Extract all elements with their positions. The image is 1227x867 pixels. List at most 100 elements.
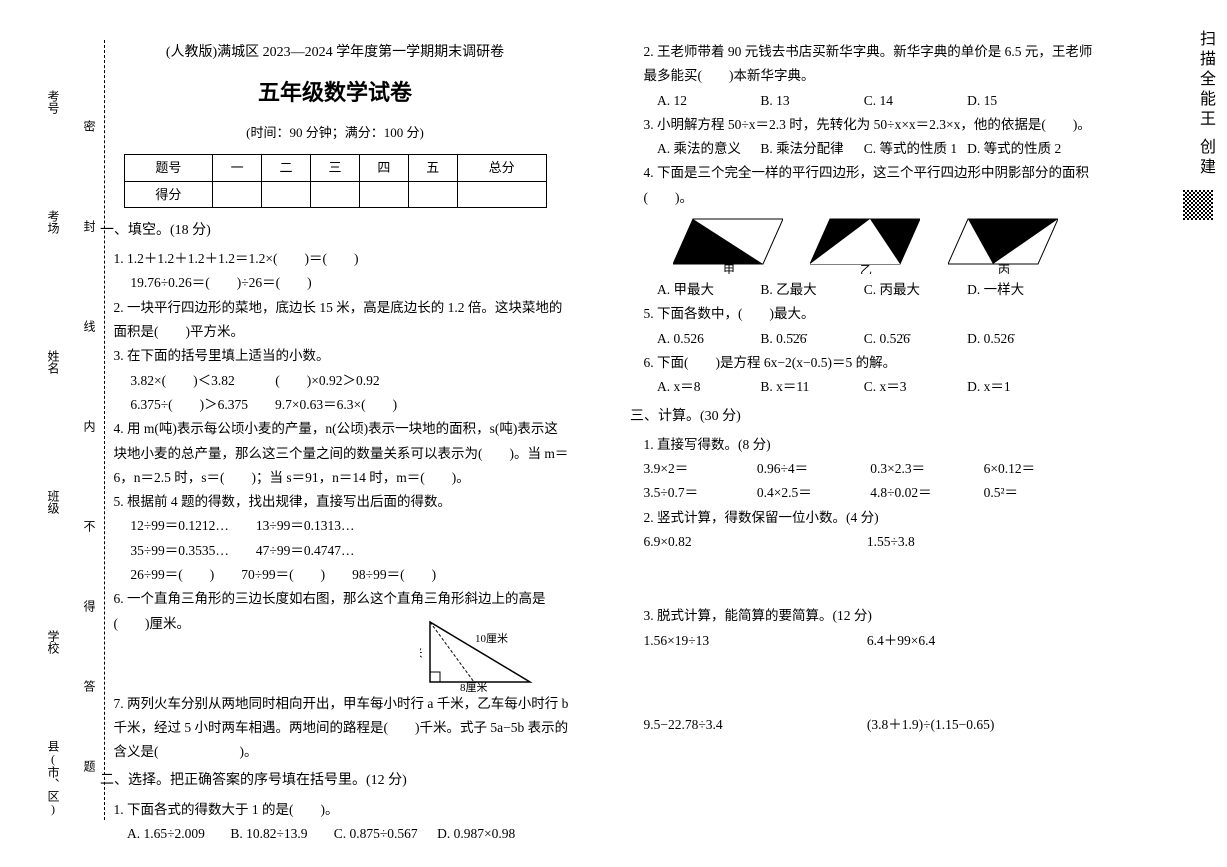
exam-caption: (人教版)满城区 2023—2024 学年度第一学期期末调研卷 — [100, 40, 570, 65]
hyp-label: 10厘米 — [475, 632, 508, 645]
calc-item: 1.55÷3.8 — [867, 530, 977, 554]
opt: A. 0.526 — [657, 327, 757, 351]
calc-item: 0.96÷4＝ — [757, 457, 867, 481]
watermark-text: 扫描全能王 创建 — [1193, 30, 1217, 178]
q1-5a: 12÷99＝0.1212… 13÷99＝0.1313… — [114, 514, 571, 538]
binding-label: 学校 — [45, 630, 62, 654]
score-header: 三 — [311, 155, 360, 181]
opt: D. 一样大 — [967, 278, 1067, 302]
q2-2-opts: A. 12 B. 13 C. 14 D. 15 — [657, 89, 1100, 113]
opt: A. 12 — [657, 89, 757, 113]
q2-1: 1. 下面各式的得数大于 1 的是( )。 — [114, 798, 571, 822]
calc-item: 4.8÷0.02＝ — [870, 481, 980, 505]
score-cell — [262, 181, 311, 207]
q2-3-opts: A. 乘法的意义 B. 乘法分配律 C. 等式的性质 1 D. 等式的性质 2 — [657, 137, 1100, 161]
score-header: 五 — [408, 155, 457, 181]
q3-1-row2: 3.5÷0.7＝ 0.4×2.5＝ 4.8÷0.02＝ 0.5²＝ — [644, 481, 1101, 505]
calc-item: 3.5÷0.7＝ — [644, 481, 754, 505]
q1-2: 2. 一块平行四边形的菜地，底边长 15 米，高是底边长的 1.2 倍。这块菜地… — [114, 296, 571, 345]
score-cell — [213, 181, 262, 207]
calc-item: 1.56×19÷13 — [644, 629, 864, 653]
score-header: 四 — [359, 155, 408, 181]
q2-3: 3. 小明解方程 50÷x＝2.3 时，先转化为 50÷x×x＝2.3×x，他的… — [644, 113, 1101, 137]
score-cell — [408, 181, 457, 207]
calc-item: 6.4＋99×6.4 — [867, 629, 977, 653]
opt: D. 0.987×0.98 — [437, 822, 537, 846]
q3-1: 1. 直接写得数。(8 分) — [644, 433, 1101, 457]
exam-timing: (时间：90 分钟；满分：100 分) — [100, 121, 570, 144]
q1-5b: 35÷99＝0.3535… 47÷99＝0.4747… — [114, 539, 571, 563]
q2-6: 6. 下面( )是方程 6x−2(x−0.5)＝5 的解。 — [644, 351, 1101, 375]
opt: C. 等式的性质 1 — [864, 137, 964, 161]
exam-header: (人教版)满城区 2023—2024 学年度第一学期期末调研卷 五年级数学试卷 … — [100, 40, 570, 144]
q1-3b: 6.375÷( )＞6.375 9.7×0.63＝6.3×( ) — [114, 393, 571, 417]
q1-5c: 26÷99＝( ) 70÷99＝( ) 98÷99＝( ) — [114, 563, 571, 587]
section-1-title: 一、填空。(18 分) — [100, 218, 570, 243]
q3-2-items: 6.9×0.82 1.55÷3.8 — [644, 530, 1101, 554]
q1-5: 5. 根据前 4 题的得数，找出规律，直接写出后面的得数。 — [114, 490, 571, 514]
score-header: 一 — [213, 155, 262, 181]
calc-item: 0.5²＝ — [984, 481, 1094, 505]
opt: C. 丙最大 — [864, 278, 964, 302]
calc-item: 0.4×2.5＝ — [757, 481, 867, 505]
q1-4: 4. 用 m(吨)表示每公顷小麦的产量，n(公顷)表示一块地的面积，s(吨)表示… — [114, 417, 571, 490]
opt: C. 0.52̇6̇ — [864, 327, 964, 351]
score-header: 二 — [262, 155, 311, 181]
q2-1-opts: A. 1.65÷2.009 B. 10.82÷13.9 C. 0.875÷0.5… — [127, 822, 570, 846]
q3-3-row2: 9.5−22.78÷3.4 (3.8＋1.9)÷(1.15−0.65) — [644, 713, 1101, 737]
calc-item: 0.3×2.3＝ — [870, 457, 980, 481]
q2-6-opts: A. x＝8 B. x＝11 C. x＝3 D. x＝1 — [657, 375, 1100, 399]
opt: B. x＝11 — [760, 375, 860, 399]
q1-7: 7. 两列火车分别从两地同时相向开出，甲车每小时行 a 千米，乙车每小时行 b … — [114, 692, 571, 765]
score-cell — [311, 181, 360, 207]
section-2-title: 二、选择。把正确答案的序号填在括号里。(12 分) — [100, 768, 570, 793]
q2-2: 2. 王老师带着 90 元钱去书店买新华字典。新华字典的单价是 6.5 元，王老… — [644, 40, 1101, 89]
calc-item: 3.9×2＝ — [644, 457, 754, 481]
right-column: 2. 王老师带着 90 元钱去书店买新华字典。新华字典的单价是 6.5 元，王老… — [610, 30, 1120, 830]
parallelogram-figures: 甲 乙 丙 — [630, 214, 1100, 274]
opt: D. 等式的性质 2 — [967, 137, 1067, 161]
opt: B. 13 — [760, 89, 860, 113]
score-table: 题号 一 二 三 四 五 总分 得分 — [124, 154, 547, 208]
q1-6: 6. 一个直角三角形的三边长度如右图，那么这个直角三角形斜边上的高是( )厘米。… — [114, 587, 571, 636]
page-content: (人教版)满城区 2023—2024 学年度第一学期期末调研卷 五年级数学试卷 … — [80, 30, 1130, 830]
side-b-label: 8厘米 — [460, 681, 488, 692]
opt: D. 0.526̇ — [967, 327, 1067, 351]
calc-item: (3.8＋1.9)÷(1.15−0.65) — [867, 713, 995, 737]
para-yi: 乙 — [810, 214, 920, 274]
svg-text:乙: 乙 — [860, 263, 872, 274]
opt: A. 1.65÷2.009 — [127, 822, 227, 846]
opt: C. x＝3 — [864, 375, 964, 399]
score-row-label: 得分 — [124, 181, 213, 207]
q2-5-opts: A. 0.526 B. 0.5̇2̇6̇ C. 0.52̇6̇ D. 0.526… — [657, 327, 1100, 351]
triangle-figure: 10厘米 6厘米 8厘米 — [420, 612, 560, 692]
q3-1-row1: 3.9×2＝ 0.96÷4＝ 0.3×2.3＝ 6×0.12＝ — [644, 457, 1101, 481]
opt: B. 0.5̇2̇6̇ — [760, 327, 860, 351]
opt: D. x＝1 — [967, 375, 1067, 399]
opt: C. 0.875÷0.567 — [334, 822, 434, 846]
svg-text:丙: 丙 — [998, 263, 1010, 274]
q2-4: 4. 下面是三个完全一样的平行四边形，这三个平行四边形中阴影部分的面积( )。 — [644, 161, 1101, 210]
calc-item: 6.9×0.82 — [644, 530, 864, 554]
q2-5: 5. 下面各数中，( )最大。 — [644, 302, 1101, 326]
binding-label: 县(市、区) — [45, 740, 62, 816]
opt: A. x＝8 — [657, 375, 757, 399]
score-header: 总分 — [457, 155, 546, 181]
binding-label: 班级 — [45, 490, 62, 514]
calc-item: 6×0.12＝ — [984, 457, 1094, 481]
opt: B. 乙最大 — [760, 278, 860, 302]
opt: A. 甲最大 — [657, 278, 757, 302]
q1-3: 3. 在下面的括号里填上适当的小数。 — [114, 344, 571, 368]
q3-3: 3. 脱式计算，能简算的要简算。(12 分) — [644, 604, 1101, 628]
svg-text:甲: 甲 — [723, 263, 735, 274]
side-a-label: 6厘米 — [420, 647, 423, 660]
opt: C. 14 — [864, 89, 964, 113]
binding-label: 考号 — [45, 90, 62, 114]
q3-2: 2. 竖式计算，得数保留一位小数。(4 分) — [644, 506, 1101, 530]
opt: D. 15 — [967, 89, 1067, 113]
score-cell — [359, 181, 408, 207]
score-cell — [457, 181, 546, 207]
para-jia: 甲 — [673, 214, 783, 274]
binding-label: 姓名 — [45, 350, 62, 374]
qr-code-icon — [1183, 190, 1213, 220]
